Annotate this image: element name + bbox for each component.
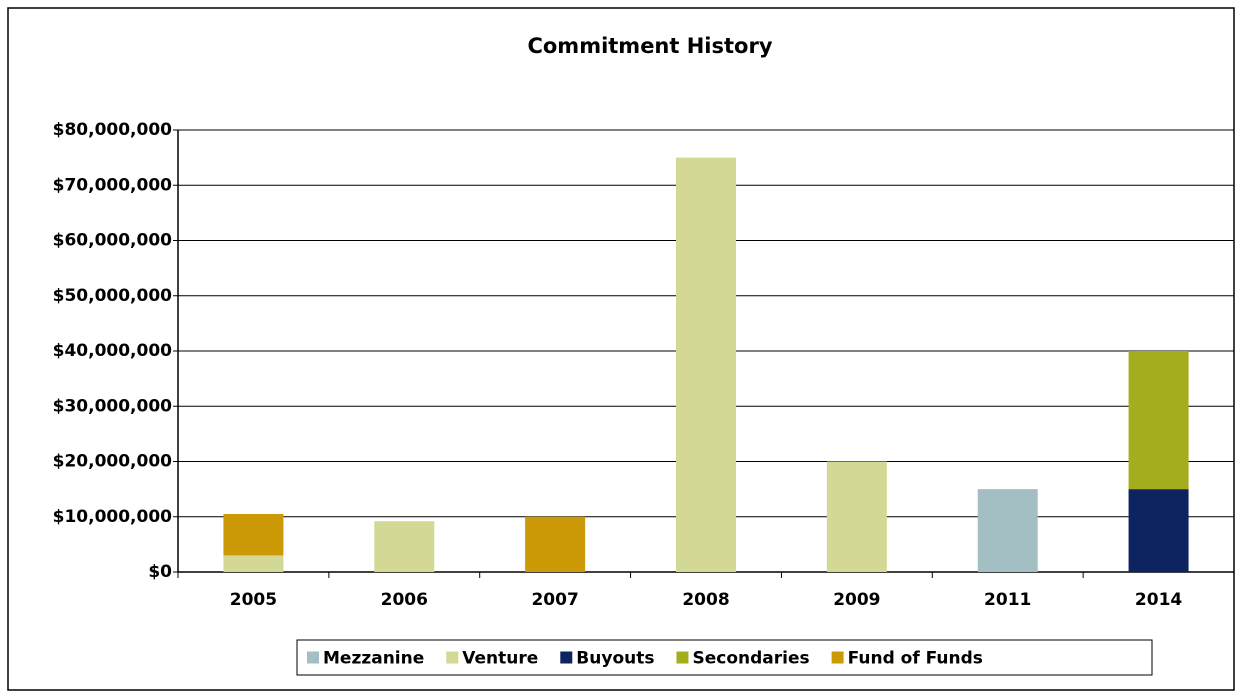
bar-segment [1128, 489, 1189, 572]
y-tick-label: $80,000,000 [53, 120, 173, 140]
chart-frame [7, 7, 1235, 691]
y-tick-label: $50,000,000 [53, 286, 173, 306]
bar-segment [826, 461, 887, 572]
x-tick-label: 2014 [1135, 590, 1182, 610]
legend-box [296, 639, 1153, 676]
y-tick-label: $10,000,000 [53, 507, 173, 527]
bar-segment [977, 489, 1038, 572]
bar-segment [223, 513, 284, 556]
legend-label: Mezzanine [323, 649, 424, 669]
bar-segment [223, 555, 284, 572]
chart-title: Commitment History [527, 34, 772, 58]
legend-swatch [446, 651, 459, 664]
x-tick-label: 2007 [531, 590, 578, 610]
legend-label: Fund of Funds [848, 649, 983, 669]
y-tick-label: $40,000,000 [53, 341, 173, 361]
legend-swatch [831, 651, 844, 664]
legend-swatch [560, 651, 573, 664]
bar-segment [374, 521, 435, 572]
bar-segment [676, 157, 736, 572]
legend-label: Venture [462, 649, 538, 669]
x-tick-label: 2006 [381, 590, 428, 610]
bar-segment [525, 516, 586, 572]
legend-label: Buyouts [576, 649, 654, 669]
y-tick-label: $30,000,000 [53, 396, 173, 416]
y-tick-label: $20,000,000 [53, 452, 173, 472]
x-tick-label: 2008 [682, 590, 729, 610]
bar-segment [1128, 351, 1189, 490]
x-tick-label: 2009 [833, 590, 880, 610]
x-tick-label: 2011 [984, 590, 1031, 610]
y-tick-label: $0 [148, 562, 172, 582]
legend-swatch [676, 651, 689, 664]
x-tick-label: 2005 [230, 590, 277, 610]
y-tick-label: $70,000,000 [53, 175, 173, 195]
legend-label: Secondaries [692, 649, 809, 669]
legend-swatch [307, 651, 319, 664]
y-tick-label: $60,000,000 [53, 231, 173, 251]
